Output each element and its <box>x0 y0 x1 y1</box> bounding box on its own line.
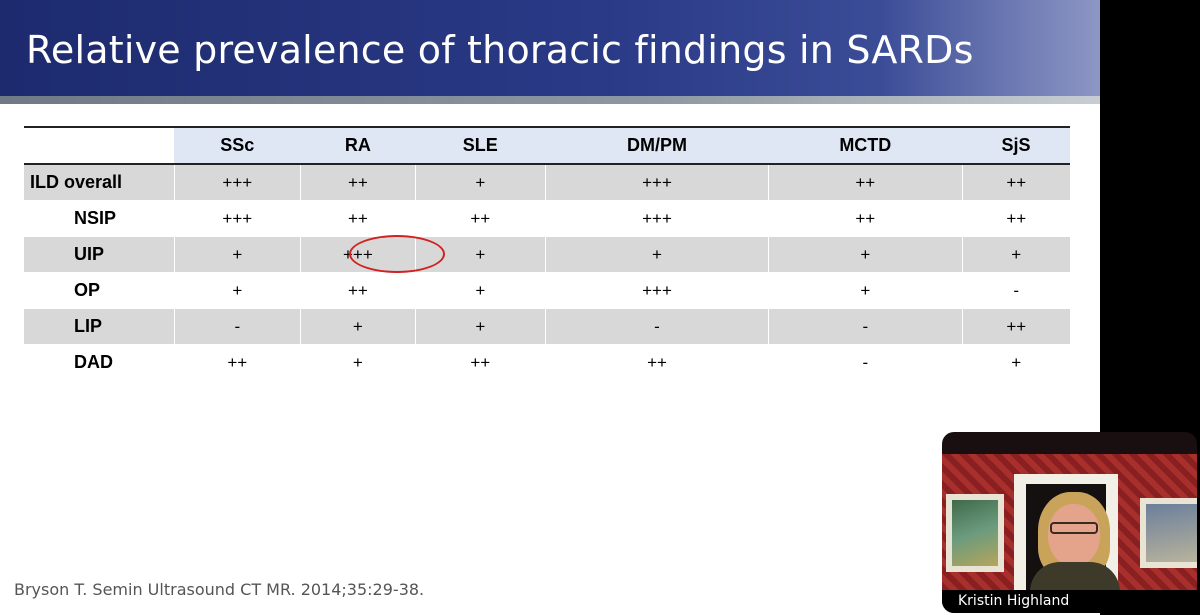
row-label: UIP <box>24 236 174 273</box>
table-row: ILD overall +++ ++ + +++ ++ ++ <box>24 164 1070 201</box>
table-cell: +++ <box>173 164 301 201</box>
column-header: SSc <box>174 127 301 164</box>
row-label: ILD overall <box>24 164 174 201</box>
title-underline <box>0 96 1100 104</box>
slide-title-bar: Relative prevalence of thoracic findings… <box>0 0 1100 96</box>
table-cell: ++ <box>768 200 963 237</box>
slide-title: Relative prevalence of thoracic findings… <box>26 28 974 72</box>
table-row: LIP - + + - - ++ <box>24 308 1070 345</box>
table-cell: + <box>414 164 546 201</box>
table-cell: - <box>173 308 301 345</box>
table-cell: + <box>961 236 1070 273</box>
table-cell: + <box>544 236 769 273</box>
table-cell: ++ <box>414 344 546 381</box>
table-cell: - <box>544 308 769 345</box>
table-cell: +++ <box>173 200 301 237</box>
table-cell: + <box>768 236 963 273</box>
table-cell: + <box>300 308 416 345</box>
findings-table: SSc RA SLE DM/PM MCTD SjS ILD overall ++… <box>24 126 1070 381</box>
table-cell: + <box>414 272 546 309</box>
wall-painting-canvas <box>952 500 998 566</box>
table-cell: ++ <box>414 200 546 237</box>
table-cell: ++ <box>961 308 1070 345</box>
row-label: NSIP <box>74 208 117 228</box>
participant-face <box>1048 504 1100 566</box>
table-cell: - <box>961 272 1070 309</box>
table-cell: ++ <box>300 164 416 201</box>
column-header: DM/PM <box>545 127 769 164</box>
table-cell: + <box>173 272 301 309</box>
table-cell: ++ <box>173 344 301 381</box>
presentation-slide: Relative prevalence of thoracic findings… <box>0 0 1100 615</box>
table-corner-cell <box>24 127 174 164</box>
participant-name: Kristin Highland <box>958 593 1070 609</box>
table-cell: ++ <box>300 200 416 237</box>
glasses <box>1050 522 1098 534</box>
table-row: UIP + +++ + + + + <box>24 236 1070 273</box>
table-cell: + <box>768 272 963 309</box>
column-header: MCTD <box>768 127 963 164</box>
table-row: NSIP +++ ++ ++ +++ ++ ++ <box>24 200 1070 237</box>
citation: Bryson T. Semin Ultrasound CT MR. 2014;3… <box>14 580 425 599</box>
table-cell: ++ <box>961 200 1070 237</box>
table-cell: +++ <box>300 236 416 273</box>
row-label: OP <box>74 280 101 300</box>
table-row: OP + ++ + +++ + - <box>24 272 1070 309</box>
column-header: RA <box>300 127 416 164</box>
table-row: DAD ++ + ++ ++ - + <box>24 344 1070 381</box>
table-cell: ++ <box>300 272 416 309</box>
table-cell: + <box>173 236 301 273</box>
table-cell: + <box>414 236 546 273</box>
table-cell: +++ <box>544 272 769 309</box>
row-label: DAD <box>74 352 113 372</box>
wall-painting-canvas <box>1146 504 1197 562</box>
table-cell: + <box>300 344 416 381</box>
table-cell: +++ <box>544 200 769 237</box>
table-cell: + <box>961 344 1070 381</box>
name-bar <box>942 590 1197 613</box>
table-cell: + <box>414 308 546 345</box>
participant-video-tile[interactable]: Kristin Highland <box>942 432 1197 613</box>
participant-body <box>1030 562 1120 592</box>
table-cell: - <box>768 308 963 345</box>
column-header: SjS <box>962 127 1070 164</box>
table-cell: ++ <box>544 344 769 381</box>
table-cell: +++ <box>544 164 769 201</box>
table-header-row: SSc RA SLE DM/PM MCTD SjS <box>24 127 1070 164</box>
row-label: LIP <box>24 308 174 345</box>
table-cell: ++ <box>961 164 1070 201</box>
table-cell: - <box>768 344 963 381</box>
table-cell: ++ <box>768 164 963 201</box>
column-header: SLE <box>415 127 546 164</box>
